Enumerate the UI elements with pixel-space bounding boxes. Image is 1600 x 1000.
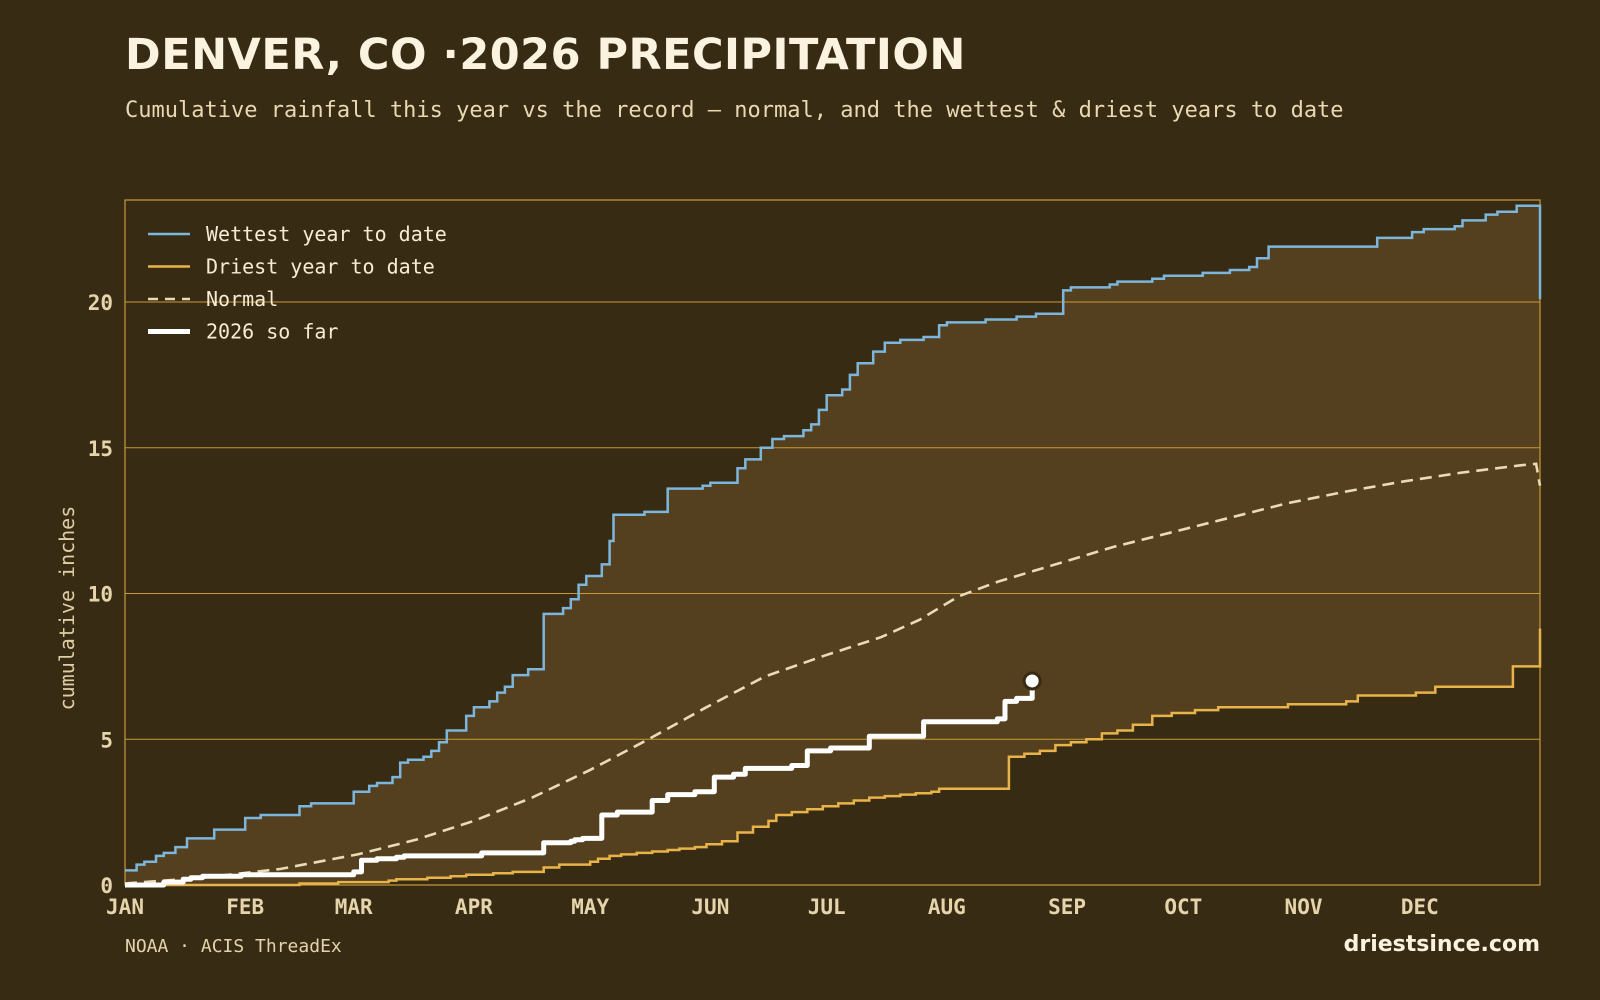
x-tick-label: MAY (571, 895, 609, 919)
series-line-2026 (125, 681, 1035, 888)
x-tick-label: AUG (928, 895, 966, 919)
x-tick-label: SEP (1048, 895, 1086, 919)
x-tick-label: OCT (1164, 895, 1202, 919)
legend-entry: Normal (206, 287, 278, 311)
page-title: DENVER, CO ·2026 PRECIPITATION (125, 30, 966, 80)
x-tick-label: FEB (226, 895, 264, 919)
series-line-driest (125, 628, 1542, 887)
brand-link[interactable]: driestsince.com (1343, 932, 1540, 957)
plot-frame (124, 199, 1541, 886)
record-range-band (125, 205, 1540, 886)
series-line-normal (124, 462, 1542, 885)
page-subtitle: Cumulative rainfall this year vs the rec… (125, 98, 1344, 123)
legend-entry: Wettest year to date (206, 222, 447, 246)
x-tick-label: MAR (335, 895, 373, 919)
y-tick-label: 20 (88, 291, 113, 315)
y-tick-label: 10 (88, 583, 113, 607)
x-tick-label: NOV (1285, 895, 1323, 919)
y-tick-label: 0 (100, 874, 113, 898)
x-tick-label: DEC (1401, 895, 1439, 919)
x-tick-label: APR (455, 895, 493, 919)
x-tick-label: JAN (106, 895, 144, 919)
current-value-marker[interactable] (1022, 671, 1042, 691)
y-tick-label: 5 (100, 728, 113, 752)
x-tick-label: JUN (691, 895, 729, 919)
series-line-wettest (125, 204, 1542, 872)
y-tick-label: 15 (88, 437, 113, 461)
y-axis-label: cumulative inches (55, 506, 79, 711)
legend-entry: Driest year to date (206, 255, 435, 279)
x-tick-label: JUL (808, 895, 846, 919)
legend-entry: 2026 so far (206, 320, 338, 344)
data-source: NOAA · ACIS ThreadEx (125, 936, 342, 957)
